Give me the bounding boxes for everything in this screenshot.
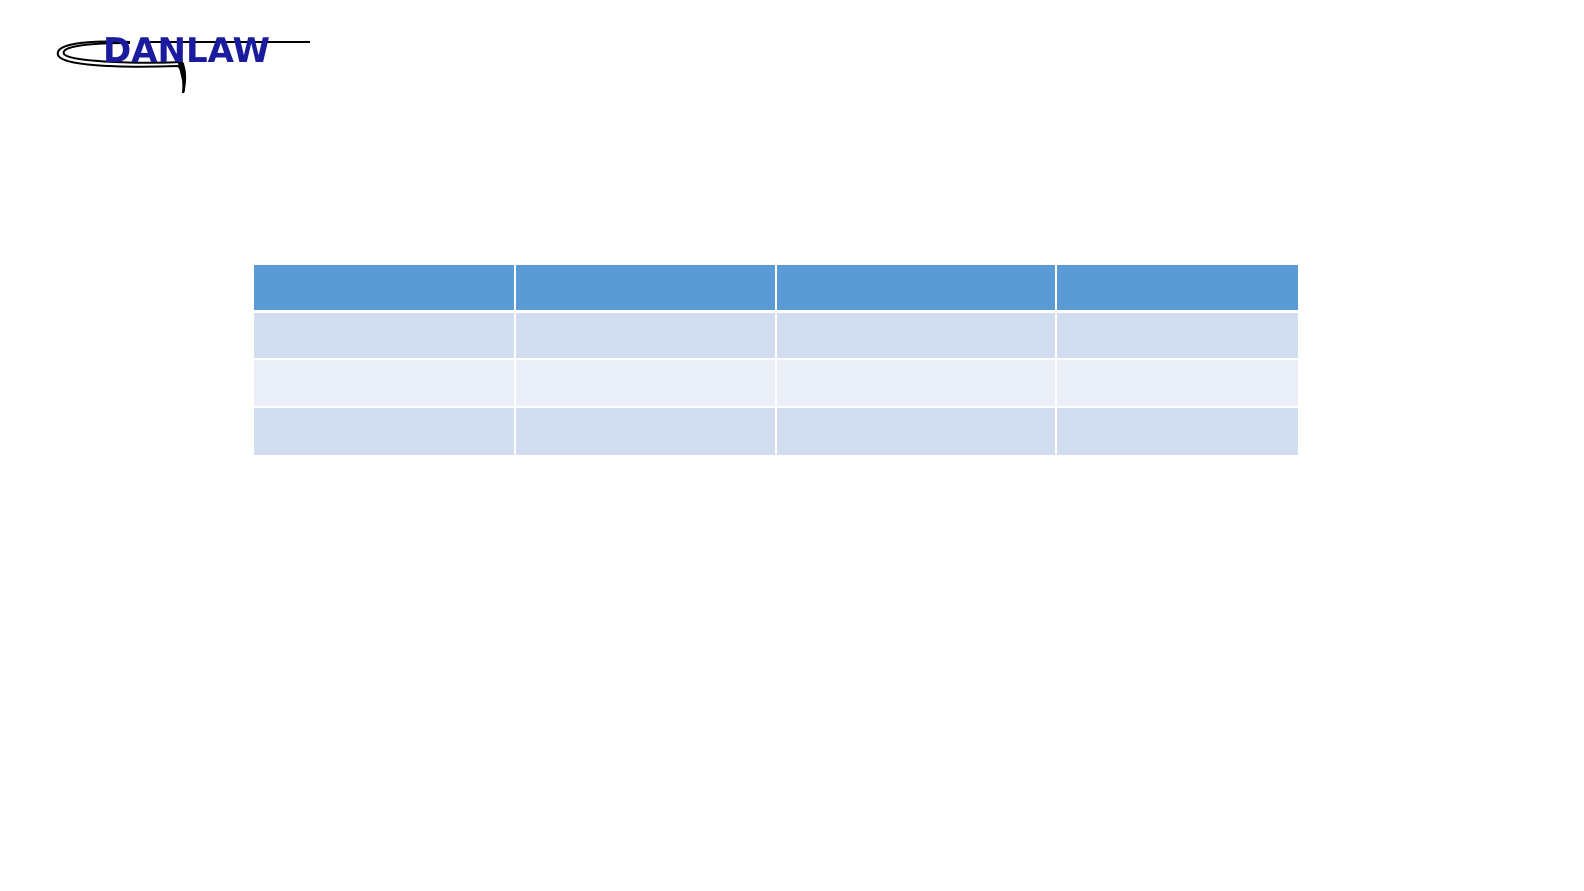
header-cell (254, 265, 514, 310)
table-header (254, 265, 1298, 310)
cell (1057, 313, 1298, 358)
cell (516, 408, 775, 455)
cell (777, 313, 1055, 358)
table (254, 265, 1298, 455)
table-row (254, 313, 1298, 358)
header-cell (516, 265, 775, 310)
table-row (254, 360, 1298, 406)
header-cell (777, 265, 1055, 310)
cell (254, 360, 514, 406)
cell (1057, 408, 1298, 455)
header-cell (1057, 265, 1298, 310)
cell (777, 360, 1055, 406)
table-row (254, 408, 1298, 455)
logo: DANLAW (56, 31, 310, 94)
cell (1057, 360, 1298, 406)
logo-tail (178, 63, 185, 93)
cell (254, 313, 514, 358)
cell (516, 360, 775, 406)
logo-swoosh (56, 40, 310, 94)
logo-text: DANLAW (103, 31, 270, 71)
cell (254, 408, 514, 455)
cell (516, 313, 775, 358)
cell (777, 408, 1055, 455)
